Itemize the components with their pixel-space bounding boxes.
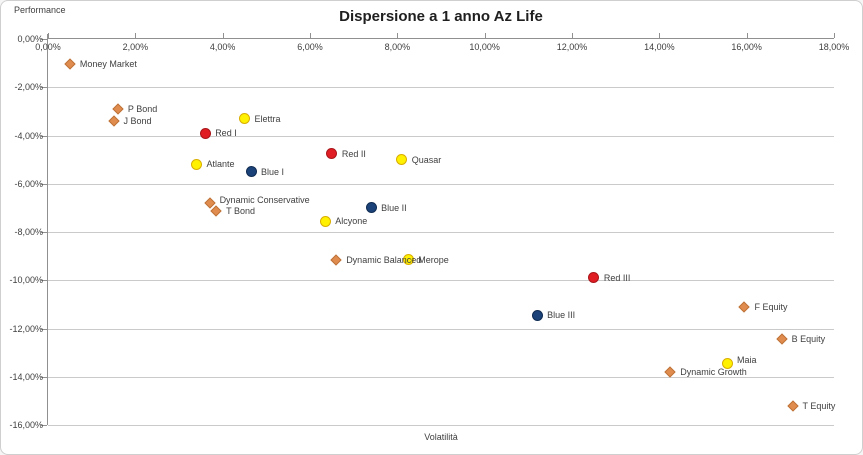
blue-ii-label: Blue II	[381, 202, 407, 213]
merope-label: Merope	[418, 254, 449, 265]
y-tick-label: -14,00%	[9, 371, 43, 382]
x-tick	[834, 33, 835, 38]
t-bond-marker	[210, 205, 222, 218]
y-tick-label: -12,00%	[9, 323, 43, 334]
gridline	[48, 425, 834, 426]
dynamic-growth-label: Dynamic Growth	[680, 366, 747, 377]
gridline	[48, 280, 834, 282]
x-tick	[48, 33, 49, 38]
chart-title: Dispersione a 1 anno Az Life	[339, 8, 543, 25]
y-tick-label: 0,00%	[17, 34, 43, 44]
x-tick-label: 10,00%	[469, 42, 500, 52]
merope-marker	[402, 254, 414, 266]
y-tick-label: -16,00%	[9, 420, 43, 430]
gridline	[48, 183, 834, 185]
elettra-label: Elettra	[254, 113, 281, 124]
y-tick	[41, 232, 47, 233]
y-tick-label: -10,00%	[9, 275, 43, 286]
x-tick	[397, 33, 399, 38]
red-i-label: Red I	[215, 128, 237, 139]
x-tick-label: 2,00%	[122, 42, 149, 52]
gridline	[48, 328, 834, 330]
red-ii-marker	[326, 148, 338, 160]
x-tick-label: 12,00%	[556, 42, 588, 52]
x-tick-label: 14,00%	[644, 42, 675, 52]
j-bond-marker	[107, 115, 120, 127]
x-tick	[746, 33, 748, 38]
maia-label: Maia	[737, 355, 757, 366]
x-tick	[222, 33, 224, 38]
gridline	[48, 87, 834, 89]
y-tick	[41, 87, 47, 89]
y-axis-title: Performance	[14, 5, 66, 15]
elettra-marker	[239, 113, 250, 125]
atlante-label: Atlante	[206, 159, 235, 170]
blue-iii-marker	[531, 309, 543, 321]
x-tick-label: 0,00%	[35, 42, 61, 52]
y-tick	[41, 328, 47, 330]
f-equity-label: F Equity	[754, 301, 788, 312]
dynamic-conservative-label: Dynamic Conservative	[219, 195, 310, 206]
y-tick	[41, 425, 47, 426]
quasar-label: Quasar	[411, 154, 442, 165]
x-tick	[310, 33, 311, 38]
t-equity-label: T Equity	[802, 400, 836, 411]
money-market-label: Money Market	[79, 59, 137, 70]
blue-i-marker	[245, 166, 257, 178]
red-iii-label: Red III	[603, 272, 631, 283]
y-tick	[41, 183, 47, 185]
alcyone-label: Alcyone	[335, 216, 368, 227]
p-bond-label: P Bond	[127, 103, 158, 114]
x-axis-line	[48, 38, 834, 39]
y-tick	[41, 376, 47, 378]
red-i-marker	[199, 127, 211, 139]
x-tick	[659, 33, 661, 38]
y-tick-label: -8,00%	[14, 227, 43, 237]
alcyone-marker	[319, 215, 331, 227]
x-tick	[572, 33, 573, 38]
money-market-marker	[64, 58, 76, 70]
y-axis-line	[47, 34, 48, 425]
x-tick-label: 4,00%	[209, 42, 236, 52]
blue-iii-label: Blue III	[547, 310, 576, 321]
blue-ii-marker	[365, 202, 377, 214]
x-tick	[484, 33, 486, 38]
t-bond-label: T Bond	[226, 206, 255, 217]
quasar-marker	[396, 154, 408, 166]
gridline	[48, 232, 834, 233]
dynamic-balanced-marker	[330, 254, 342, 266]
x-tick-label: 16,00%	[731, 42, 762, 52]
y-tick-label: -4,00%	[14, 130, 43, 141]
t-equity-marker	[786, 400, 799, 412]
gridline	[48, 135, 834, 137]
y-tick	[41, 280, 47, 282]
y-tick-label: -6,00%	[14, 178, 43, 189]
b-equity-marker	[775, 333, 788, 346]
blue-i-label: Blue I	[261, 166, 285, 177]
red-iii-marker	[588, 272, 600, 284]
y-tick-label: -2,00%	[14, 82, 43, 93]
y-tick	[41, 39, 47, 40]
b-equity-label: B Equity	[791, 334, 826, 345]
dynamic-balanced-label: Dynamic Balanced	[346, 254, 422, 265]
j-bond-label: J Bond	[123, 116, 152, 127]
x-tick-label: 18,00%	[818, 42, 850, 52]
f-equity-marker	[738, 301, 751, 313]
maia-marker	[721, 357, 733, 369]
atlante-marker	[190, 158, 202, 170]
red-ii-label: Red II	[341, 148, 366, 159]
x-axis-title: Volatilità	[424, 432, 458, 442]
p-bond-marker	[112, 103, 124, 115]
y-tick	[41, 135, 47, 137]
x-tick-label: 8,00%	[384, 42, 411, 52]
x-tick-label: 6,00%	[297, 42, 323, 52]
x-tick	[135, 33, 137, 38]
gridline	[48, 376, 834, 378]
